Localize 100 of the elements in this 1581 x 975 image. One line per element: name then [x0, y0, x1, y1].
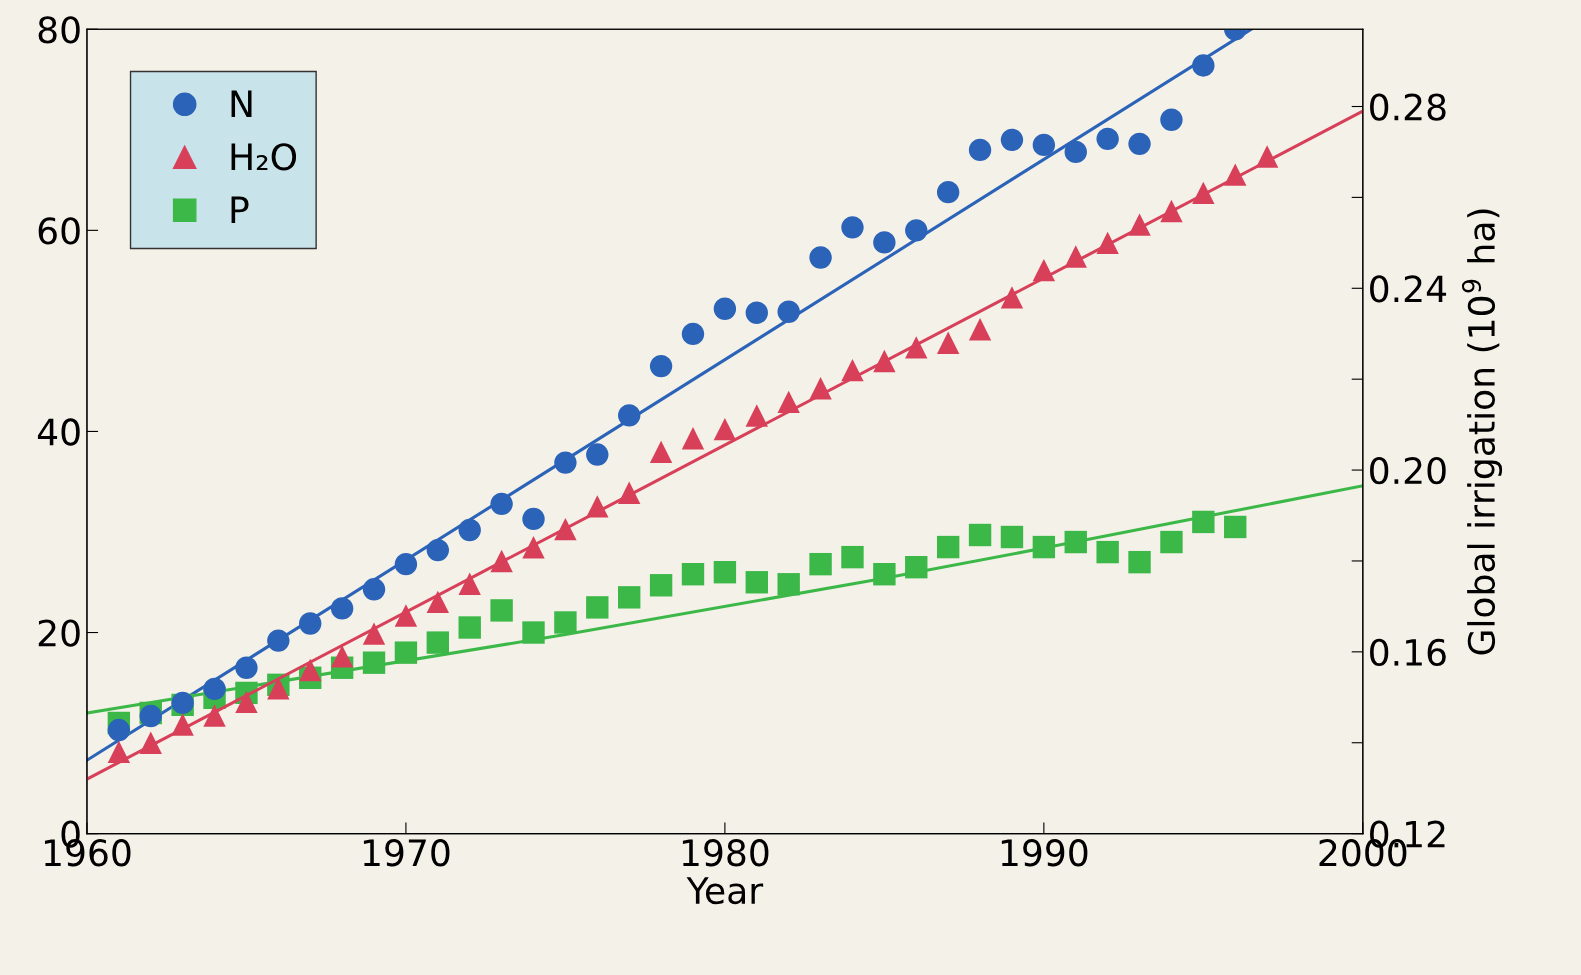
point [713, 417, 737, 441]
point [905, 219, 928, 242]
point [649, 574, 673, 597]
point [681, 427, 705, 450]
point [1192, 54, 1215, 77]
point [139, 731, 162, 754]
point [171, 713, 194, 736]
point [936, 535, 960, 559]
point [841, 545, 864, 569]
point [426, 631, 450, 654]
point [1000, 286, 1024, 309]
y-tick-label: 80 [38, 16, 80, 44]
point [841, 358, 864, 382]
y-tick-label: 60 [38, 217, 80, 245]
point [554, 517, 577, 541]
y2-tick-label: 0.24 [1370, 275, 1447, 303]
point [458, 518, 481, 542]
point [777, 390, 800, 414]
point [235, 656, 258, 679]
point [522, 507, 545, 531]
point [1096, 231, 1119, 255]
point [873, 563, 896, 586]
y2-tick-label: 0.16 [1370, 638, 1446, 667]
point [299, 658, 322, 682]
point [1032, 535, 1056, 559]
point [873, 231, 896, 254]
point [490, 549, 513, 573]
y-tick-label: 20 [38, 619, 80, 647]
point [1000, 128, 1024, 152]
point [362, 578, 386, 601]
point [1032, 258, 1056, 282]
point [745, 571, 768, 594]
point [873, 349, 896, 373]
point [554, 451, 577, 474]
point [649, 354, 673, 378]
point [522, 536, 545, 559]
point [1160, 108, 1183, 131]
point [936, 180, 960, 204]
point [777, 300, 800, 323]
point [299, 612, 322, 635]
point [618, 404, 641, 427]
point [681, 322, 705, 346]
point [330, 645, 354, 668]
point [267, 629, 290, 652]
y2-tick-label: 0.28 [1370, 93, 1446, 121]
point [649, 440, 673, 464]
point [458, 572, 481, 595]
point [809, 377, 832, 400]
point [841, 216, 864, 239]
point [554, 611, 577, 634]
point [618, 481, 641, 504]
point [968, 523, 992, 547]
point [1000, 525, 1024, 549]
point [1096, 127, 1119, 151]
point [1160, 530, 1183, 554]
point [203, 677, 226, 701]
point [362, 622, 386, 645]
point [618, 586, 641, 609]
point [235, 690, 258, 714]
x-tick-label: 1980 [682, 839, 769, 867]
point [1128, 550, 1151, 574]
x-tick-label: 1990 [1001, 839, 1088, 867]
point [1064, 245, 1087, 268]
point [586, 443, 609, 466]
point [1192, 181, 1215, 205]
point [522, 621, 545, 644]
point [1128, 213, 1151, 236]
y2-tick-label: 0.20 [1370, 456, 1446, 485]
point [745, 404, 768, 427]
point [968, 138, 992, 162]
point [968, 317, 992, 341]
point [777, 573, 800, 596]
y2-axis-title: Global irrigation (10$^{9}$ ha) [1461, 209, 1503, 655]
point [490, 599, 513, 622]
point [1255, 145, 1279, 168]
legend-label: N [231, 90, 252, 117]
point [203, 704, 226, 727]
point [107, 718, 131, 742]
legend-label: P [231, 196, 249, 223]
point [330, 597, 354, 620]
point [809, 552, 832, 576]
point [490, 492, 513, 516]
x-axis-title: Year [686, 877, 764, 905]
x-tick-label: 1970 [363, 839, 450, 867]
point [1064, 140, 1087, 164]
y-tick-label: 40 [37, 418, 80, 446]
point [107, 740, 131, 764]
point [458, 616, 481, 639]
point [936, 331, 960, 355]
point [1128, 132, 1151, 156]
point [1064, 530, 1087, 554]
point [394, 604, 418, 627]
point [426, 590, 450, 614]
point [362, 651, 386, 674]
point [1192, 510, 1215, 534]
point [809, 246, 832, 269]
point [1160, 199, 1183, 223]
point [1032, 133, 1056, 157]
point [1224, 515, 1247, 539]
point [1096, 540, 1119, 564]
